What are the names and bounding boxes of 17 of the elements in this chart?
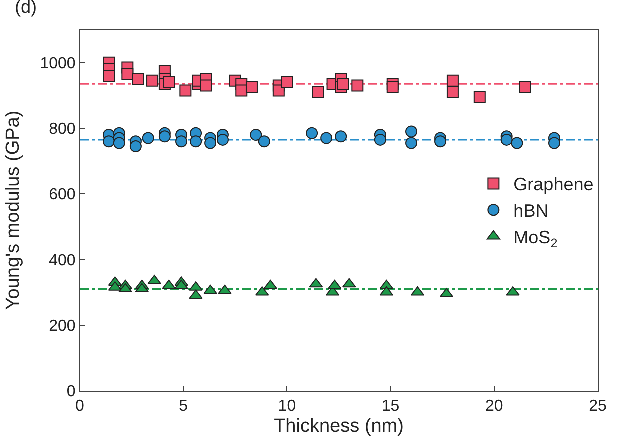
y-tick-label: 400 xyxy=(49,252,76,270)
y-axis-title: Young's modulus (GPa) xyxy=(3,110,24,310)
y-tick-label: 1000 xyxy=(40,55,76,72)
legend-label: MoS$_{2}$ xyxy=(514,228,558,250)
y-tick-label: 0 xyxy=(66,384,76,401)
x-tick-label: 15 xyxy=(382,398,400,416)
y-tick-label: 800 xyxy=(49,121,76,138)
x-tick-label: 25 xyxy=(589,398,607,416)
x-tick-label: 20 xyxy=(486,398,504,416)
x-axis-title: Thickness (nm) xyxy=(274,416,404,437)
x-tick-label: 5 xyxy=(179,398,188,416)
x-tick-label: 10 xyxy=(278,398,296,416)
legend-label: hBN xyxy=(514,201,549,222)
y-tick-label: 600 xyxy=(49,186,76,204)
text: (d) xyxy=(15,0,37,17)
legend-label: Graphene xyxy=(514,174,594,195)
y-tick-label: 200 xyxy=(49,318,76,335)
